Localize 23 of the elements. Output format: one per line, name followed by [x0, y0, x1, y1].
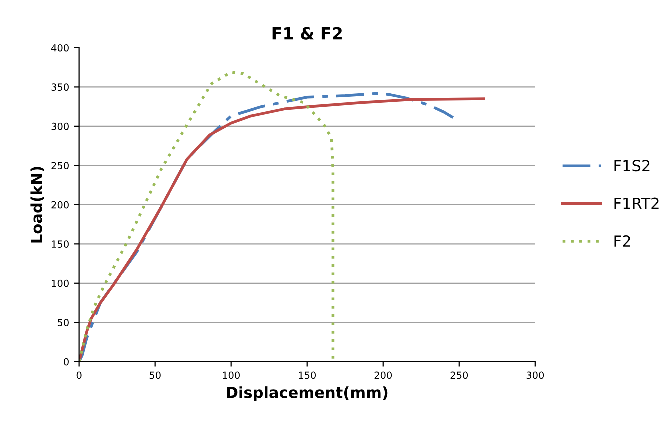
- line-series: [79, 70, 335, 362]
- y-tick-label: 300: [52, 122, 69, 130]
- y-tick-label: 200: [52, 201, 69, 209]
- y-tick-label: 0: [64, 358, 69, 366]
- x-tick-label: 200: [374, 372, 392, 380]
- x-tick-label: 300: [526, 372, 544, 380]
- y-axis-title: Load(kN): [30, 167, 44, 243]
- x-tick-label: 50: [150, 372, 161, 380]
- legend-label: F1RT2: [614, 198, 659, 210]
- x-tick-label: 150: [299, 372, 316, 380]
- x-axis-title: Displacement(mm): [227, 386, 388, 402]
- legend-label: F1S2: [614, 160, 650, 172]
- y-tick-label: 400: [52, 44, 69, 52]
- x-tick-label: 100: [223, 372, 240, 380]
- y-tick-label: 150: [52, 240, 69, 248]
- chart-title: F1 & F2: [272, 27, 342, 40]
- x-tick-label: 250: [450, 372, 468, 380]
- x-tick-label: 0: [76, 372, 82, 380]
- y-tick-label: 350: [52, 84, 69, 92]
- y-tick-label: 50: [58, 319, 69, 326]
- y-tick-label: 250: [52, 162, 69, 170]
- legend-label: F2: [614, 236, 630, 247]
- y-tick-label: 100: [52, 280, 69, 288]
